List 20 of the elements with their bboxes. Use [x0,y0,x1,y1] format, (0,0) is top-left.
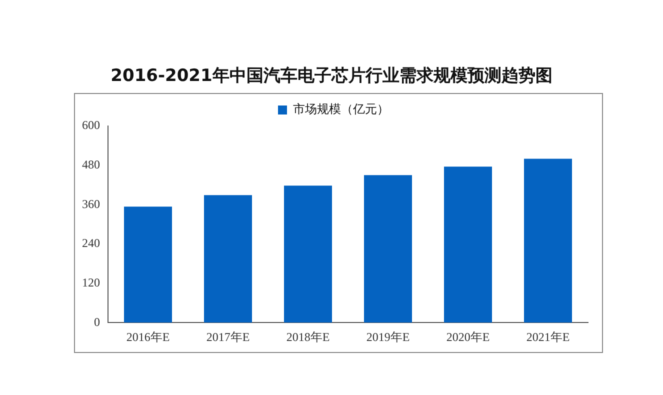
x-tick-label: 2021年E [526,330,570,344]
bar [364,175,412,323]
x-tick-label: 2019年E [366,330,410,344]
x-tick-label: 2020年E [446,330,490,344]
x-tick-label: 2018年E [286,330,330,344]
bar [124,206,172,323]
y-tick-label: 600 [82,118,100,132]
y-tick-label: 360 [82,196,100,211]
legend-label: 市场规模（亿元） [293,102,389,116]
y-tick-label: 0 [94,314,100,329]
chart-title: 2016-2021年中国汽车电子芯片行业需求规模预测趋势图 [110,65,554,87]
x-tick-label: 2016年E [126,330,170,344]
y-tick-label: 120 [82,275,100,290]
y-tick-label: 480 [82,157,100,172]
bar [284,186,332,323]
x-tick-label: 2017年E [206,330,250,344]
y-tick-label: 240 [82,236,100,250]
bar [444,166,492,323]
bar [524,158,572,323]
bar [204,195,252,323]
